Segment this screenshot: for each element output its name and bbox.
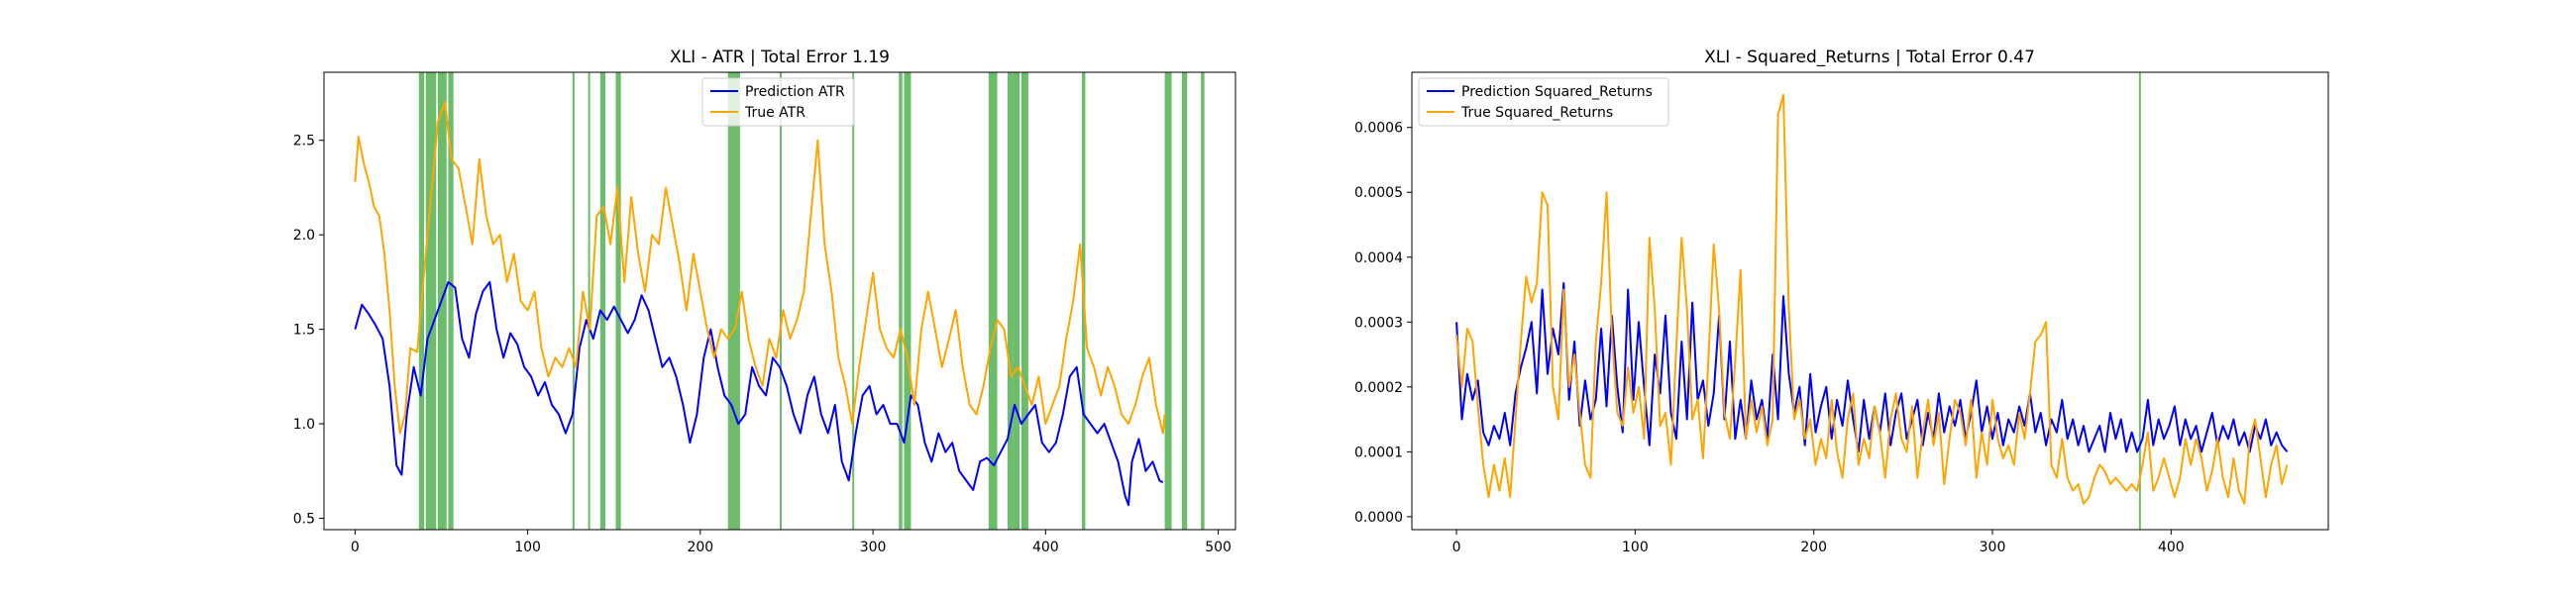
squared-returns-x-tick-label: 100 <box>1622 540 1649 555</box>
atr-y-tick-label: 2.0 <box>293 228 315 244</box>
atr-highlight-band <box>727 72 740 530</box>
squared-returns-y-tick-label: 0.0003 <box>1354 315 1403 331</box>
squared-returns-series-true-squared-returns <box>1455 93 2289 505</box>
squared-returns-chart: XLI - Squared_Returns | Total Error 0.47… <box>1354 48 2329 555</box>
atr-highlight-band <box>1164 72 1172 530</box>
squared-returns-y-tick-label: 0.0002 <box>1354 380 1403 396</box>
atr-y-tick-label: 1.0 <box>293 417 315 433</box>
atr-highlight-band <box>1008 72 1014 530</box>
atr-y-axis: 0.5 1.0 1.5 2.0 2.5 <box>293 134 324 528</box>
atr-chart: XLI - ATR | Total Error 1.19 0 100 200 300 4… <box>293 48 1236 555</box>
atr-highlight-band <box>1201 72 1205 530</box>
atr-legend: Prediction ATR True ATR <box>701 77 855 127</box>
squared-returns-legend-label-true: True Squared_Returns <box>1460 105 1613 121</box>
squared-returns-highlight-bands <box>2138 72 2141 530</box>
atr-highlight-band <box>615 72 621 530</box>
squared-returns-series-lines <box>1455 93 2289 505</box>
atr-x-tick-label: 300 <box>860 540 887 555</box>
atr-series-lines <box>354 101 1166 507</box>
squared-returns-legend: Prediction Squared_Returns True Squared_… <box>1418 77 1669 127</box>
squared-returns-chart-title: XLI - Squared_Returns | Total Error 0.47 <box>1704 48 2035 67</box>
squared-returns-highlight-band <box>2138 72 2141 530</box>
squared-returns-x-axis: 0 100 200 300 400 <box>1452 530 2185 555</box>
atr-legend-label-true: True ATR <box>744 105 805 121</box>
atr-series-true-atr <box>354 101 1166 435</box>
atr-highlight-band <box>425 72 437 530</box>
atr-y-tick-label: 2.5 <box>293 134 315 149</box>
atr-highlight-band <box>1020 72 1028 530</box>
atr-highlight-band <box>588 72 590 530</box>
atr-highlight-band <box>1181 72 1188 530</box>
atr-highlight-band <box>599 72 606 530</box>
atr-highlight-band <box>904 72 912 530</box>
atr-plot-frame <box>323 71 1236 531</box>
atr-y-tick-label: 1.5 <box>293 323 315 339</box>
squared-returns-y-tick-label: 0.0006 <box>1354 121 1403 137</box>
squared-returns-legend-label-prediction: Prediction Squared_Returns <box>1461 84 1653 100</box>
atr-highlight-band <box>572 72 575 530</box>
atr-highlight-band <box>780 72 782 530</box>
atr-series-prediction-atr <box>354 280 1164 507</box>
atr-y-tick-label: 0.5 <box>293 512 315 528</box>
atr-x-tick-label: 500 <box>1205 540 1232 555</box>
atr-chart-title: XLI - ATR | Total Error 1.19 <box>670 48 890 67</box>
atr-x-axis: 0 100 200 300 400 500 <box>351 530 1232 555</box>
atr-legend-label-prediction: Prediction ATR <box>745 84 845 100</box>
squared-returns-x-tick-label: 300 <box>1980 540 2006 555</box>
squared-returns-x-tick-label: 0 <box>1452 540 1461 555</box>
atr-highlight-band <box>448 72 454 530</box>
squared-returns-y-tick-label: 0.0000 <box>1354 510 1403 526</box>
squared-returns-x-tick-label: 200 <box>1800 540 1827 555</box>
atr-x-tick-label: 0 <box>351 540 360 555</box>
squared-returns-plot-frame <box>1411 71 2329 531</box>
squared-returns-y-axis: 0.0000 0.0001 0.0002 0.0003 0.0004 0.0005 0.00… <box>1354 121 1412 526</box>
squared-returns-y-tick-label: 0.0005 <box>1354 185 1403 201</box>
atr-highlight-band <box>852 72 855 530</box>
squared-returns-legend-box <box>1418 77 1669 127</box>
atr-highlight-band <box>899 72 903 530</box>
squared-returns-series-prediction-squared-returns <box>1455 282 2289 453</box>
squared-returns-x-tick-label: 400 <box>2158 540 2185 555</box>
atr-legend-box <box>701 77 855 127</box>
atr-x-tick-label: 400 <box>1032 540 1059 555</box>
atr-highlight-band <box>988 72 998 530</box>
atr-highlight-band <box>1013 72 1020 530</box>
atr-x-tick-label: 100 <box>514 540 541 555</box>
atr-x-tick-label: 200 <box>687 540 713 555</box>
squared-returns-y-tick-label: 0.0004 <box>1354 250 1403 266</box>
squared-returns-y-tick-label: 0.0001 <box>1354 445 1403 460</box>
